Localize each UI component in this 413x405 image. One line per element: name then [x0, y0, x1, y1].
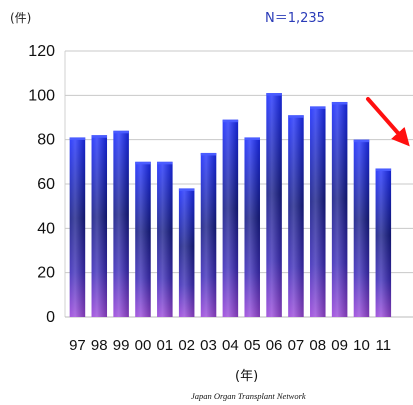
bar-cap-08 [310, 106, 326, 109]
x-tick-label: 97 [69, 337, 86, 354]
x-tick-label: 05 [244, 337, 261, 354]
x-tick-label: 03 [200, 337, 217, 354]
y-tick-label: 80 [37, 132, 55, 149]
bar-cap-07 [288, 115, 304, 118]
bar-shade-06 [266, 93, 282, 317]
bar-shade-97 [69, 137, 86, 317]
x-tick-label: 11 [376, 337, 392, 354]
y-tick-label: 40 [37, 220, 55, 237]
x-tick-label: 01 [156, 337, 173, 354]
bar-shade-03 [200, 152, 217, 317]
x-tick-label: 10 [353, 337, 370, 354]
bar-cap-99 [113, 130, 129, 134]
y-tick-label: 20 [37, 265, 55, 282]
x-tick-label: 00 [135, 337, 152, 354]
y-tick-label: 0 [46, 309, 55, 326]
plot-area: 0 20 40 60 80 100 120 97 98 99 00 01 02 03 04 05 06 07 08 0… [28, 43, 413, 354]
bar-cap-98 [91, 135, 108, 138]
bar-shade-09 [331, 101, 348, 317]
bar-shade-08 [310, 106, 326, 318]
x-tick-label: 08 [309, 337, 326, 354]
bar-cap-04 [222, 119, 239, 123]
x-tick-label: 98 [91, 337, 108, 354]
bar-cap-03 [200, 152, 217, 156]
bar-shade-10 [353, 139, 370, 317]
bar-shade-04 [222, 119, 239, 317]
bar-cap-09 [331, 101, 348, 105]
bar-cap-10 [353, 139, 370, 143]
bar-shade-99 [113, 130, 129, 317]
y-tick-label: 120 [28, 43, 55, 60]
y-unit-label: (件) [10, 11, 31, 25]
bar-shade-02 [178, 188, 195, 317]
bar-cap-01 [157, 161, 173, 165]
bar-cap-05 [244, 137, 260, 140]
bar-cap-11 [375, 168, 392, 171]
bar-shade-05 [244, 137, 260, 317]
bar-shade-11 [375, 168, 392, 317]
x-tick-label: 04 [222, 337, 239, 354]
x-tick-label: 07 [288, 337, 305, 354]
bar-shade-01 [157, 161, 173, 317]
bar-cap-02 [178, 188, 195, 191]
x-tick-label: 09 [331, 337, 348, 354]
trend-arrow [366, 97, 410, 147]
y-tick-label: 100 [28, 87, 55, 104]
n-annotation: N＝1,235 [265, 11, 325, 26]
x-tick-label: 99 [113, 337, 130, 354]
y-tick-label: 60 [37, 176, 55, 193]
x-tick-label: 02 [178, 337, 195, 354]
bar-shade-98 [91, 135, 108, 317]
bar-cap-00 [135, 161, 151, 165]
bar-shade-07 [288, 115, 304, 318]
bar-shade-00 [135, 161, 151, 317]
x-tick-label: 06 [266, 337, 283, 354]
bar-cap-06 [266, 93, 282, 96]
bar-cap-97 [69, 137, 86, 140]
source-credit: Japan Organ Transplant Network [191, 391, 306, 401]
x-unit-label: (年) [235, 369, 258, 384]
